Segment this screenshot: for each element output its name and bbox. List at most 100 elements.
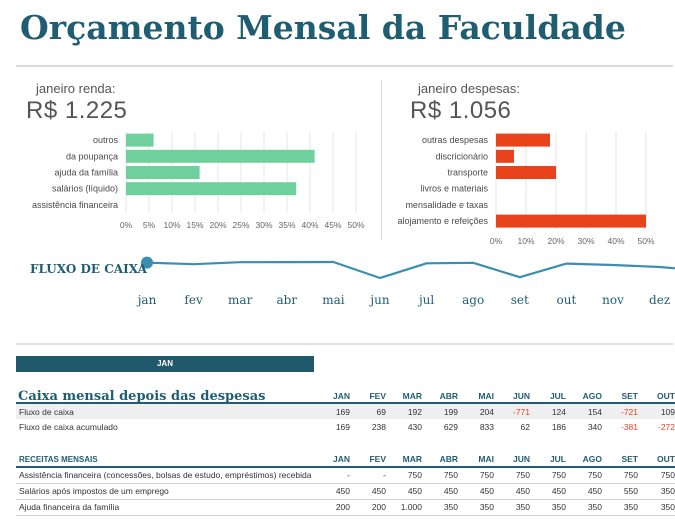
expense-chart-svg: 0% 10% 20% 30% 40% 50% outras despesas discrici…	[397, 132, 655, 246]
income-chart-svg: 0% 5% 10% 15% 20% 25% 30% 35% 40% 45% 50% outros da …	[32, 132, 365, 230]
income-table-title: RECEITAS MENSAIS	[16, 452, 316, 468]
income-tick-label: 40%	[301, 220, 318, 230]
income-tick-label: 45%	[324, 220, 341, 230]
income-bar	[126, 182, 297, 196]
income-cell: 450	[424, 483, 460, 500]
income-cell: 350	[532, 499, 568, 516]
monthly-cell: 69	[352, 403, 388, 419]
month-label-mai: mai	[322, 293, 345, 307]
income-row: Assistência financeira (concessões, bols…	[16, 467, 675, 484]
expense-label: janeiro despesas:	[418, 81, 520, 96]
month-label-dez: dez	[649, 293, 670, 307]
income-cell: 350	[424, 499, 460, 516]
expense-category-label: discricionário	[435, 151, 488, 161]
income-header-row: RECEITAS MENSAIS JAN FEV MAR ABR MAI JUN JUL AG…	[16, 452, 675, 468]
expense-bar	[496, 149, 514, 163]
monthly-cell: -272	[657, 422, 675, 432]
monthly-header-spacer	[16, 389, 316, 404]
income-col-out: OUT	[640, 452, 675, 468]
income-cell: 350	[496, 499, 532, 516]
page-title: Orçamento Mensal da Faculdade	[20, 8, 626, 47]
monthly-cell: 186	[551, 422, 566, 432]
monthly-cell: 192	[388, 403, 424, 419]
income-tick-label: 15%	[186, 220, 203, 230]
expense-tick-label: 20%	[547, 236, 564, 246]
income-cell: -	[316, 467, 352, 484]
month-label-jan: jan	[136, 293, 157, 307]
expense-category-label: mensalidade e taxas	[405, 200, 488, 210]
income-cell: 750	[604, 467, 640, 484]
monthly-cell: 629	[443, 422, 458, 432]
monthly-cell: 169	[335, 422, 350, 432]
month-label-set: set	[511, 293, 529, 307]
income-cell: 450	[316, 483, 352, 500]
income-cell: 750	[568, 467, 604, 484]
expense-category-label: outras despesas	[422, 135, 489, 145]
monthly-cell: -721	[604, 403, 640, 419]
monthly-col-jul: JUL	[532, 389, 568, 404]
income-category-label: salários (líquido)	[52, 184, 118, 194]
income-cell: -	[352, 467, 388, 484]
month-label-ago: ago	[462, 293, 484, 307]
panel-divider	[381, 80, 382, 240]
month-label-jul: jul	[417, 293, 434, 307]
monthly-header-row: JAN FEV MAR ABR MAI JUN JUL AGO SET OUT	[16, 389, 675, 404]
flow-divider	[16, 343, 673, 345]
income-tick-label: 10%	[163, 220, 180, 230]
income-tick-label: 35%	[278, 220, 295, 230]
monthly-income-table: RECEITAS MENSAIS JAN FEV MAR ABR MAI JUN JUL AG…	[16, 452, 675, 516]
income-row-label: Salários após impostos de um emprego	[16, 483, 316, 500]
expense-bar	[496, 133, 550, 147]
expense-tick-label: 40%	[607, 236, 624, 246]
income-row-label: Ajuda financeira da família	[16, 499, 316, 516]
income-cell: 200	[316, 499, 352, 516]
income-cell: 750	[640, 467, 675, 484]
expense-category-label: livros e materiais	[420, 184, 488, 194]
monthly-cell: 430	[407, 422, 422, 432]
month-label-nov: nov	[602, 293, 624, 307]
income-row-label: Assistência financeira (concessões, bols…	[16, 467, 316, 484]
monthly-cell: 124	[532, 403, 568, 419]
income-tick-label: 20%	[209, 220, 226, 230]
income-tick-label: 5%	[143, 220, 156, 230]
cash-flow-title: FLUXO DE CAIXA	[30, 262, 147, 276]
income-cell: 350	[640, 483, 675, 500]
income-cell: 1.000	[388, 499, 424, 516]
income-category-label: assistência financeira	[32, 200, 118, 210]
expense-chart: 0% 10% 20% 30% 40% 50% outras despesas discrici…	[388, 128, 673, 246]
monthly-col-ago: AGO	[568, 389, 604, 404]
monthly-row-label: Fluxo de caixa	[16, 403, 316, 419]
monthly-cell: 340	[587, 422, 602, 432]
income-col-jun: JUN	[496, 452, 532, 468]
income-tick-label: 25%	[232, 220, 249, 230]
monthly-cell: 238	[371, 422, 386, 432]
income-cell: 450	[352, 483, 388, 500]
month-label-abr: abr	[277, 293, 298, 307]
income-tick-label: 30%	[255, 220, 272, 230]
expense-tick-label: 50%	[637, 236, 654, 246]
month-label-mar: mar	[228, 293, 253, 307]
income-cell: 350	[460, 499, 496, 516]
income-row: Salários após impostos de um emprego 450 4…	[16, 483, 675, 500]
income-cell: 450	[568, 483, 604, 500]
income-cell: 750	[532, 467, 568, 484]
income-col-mar: MAR	[388, 452, 424, 468]
income-total: R$ 1.225	[26, 97, 128, 124]
expense-total: R$ 1.056	[410, 97, 512, 124]
monthly-col-mar: MAR	[388, 389, 424, 404]
tab-jan[interactable]: JAN	[16, 356, 314, 372]
monthly-cash-table: JAN FEV MAR ABR MAI JUN JUL AGO SET OUT Fluxo de …	[16, 389, 675, 435]
income-row: Ajuda financeira da família 200 200 1.000 35…	[16, 499, 675, 516]
monthly-col-jan: JAN	[316, 389, 352, 404]
cash-flow-marker	[141, 256, 153, 269]
income-cell: 450	[460, 483, 496, 500]
income-bar	[126, 149, 315, 163]
income-cell: 350	[604, 499, 640, 516]
income-col-abr: ABR	[424, 452, 460, 468]
monthly-cell: -771	[496, 403, 532, 419]
monthly-col-mai: MAI	[460, 389, 496, 404]
month-label-fev: fev	[184, 293, 203, 307]
monthly-cell: 204	[460, 403, 496, 419]
income-tick-label: 50%	[347, 220, 364, 230]
income-cell: 450	[496, 483, 532, 500]
